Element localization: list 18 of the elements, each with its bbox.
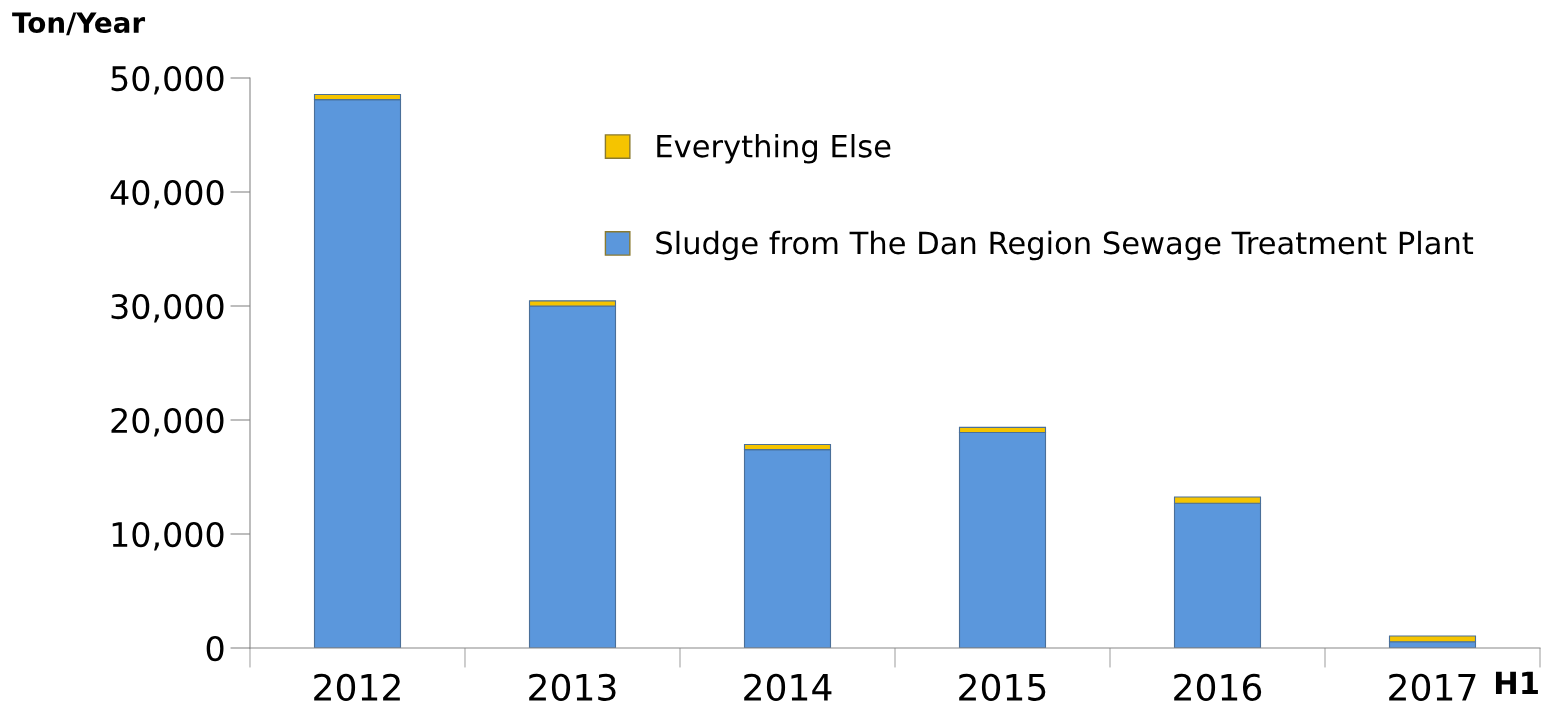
text: H1 (1495, 671, 1538, 695)
bar (1388, 635, 1477, 643)
x-tick-label: 2017 (1389, 673, 1476, 701)
legend-label: Everything Else (657, 134, 891, 164)
y-tick-label: 30,000 (111, 293, 224, 323)
bar (958, 431, 1047, 648)
y-tick-label: 20,000 (111, 407, 224, 437)
y-tick-label: 40,000 (110, 179, 224, 209)
y-tick-label: 10,000 (112, 521, 224, 551)
x-tick-label: 2015 (959, 673, 1046, 701)
legend-label: Sludge from The Dan Region Sewage Treatment Plant (656, 230, 1474, 261)
y-tick-label: 0 (206, 635, 224, 662)
y-tick-label: 50,000 (111, 65, 224, 95)
x-tick-label: 2016 (1174, 673, 1262, 701)
y-axis-title: Ton/Year (12, 12, 146, 36)
x-tick-label: 2012 (314, 673, 400, 701)
x-tick-label: 2013 (529, 673, 616, 701)
x-tick-label: 2014 (744, 673, 832, 701)
